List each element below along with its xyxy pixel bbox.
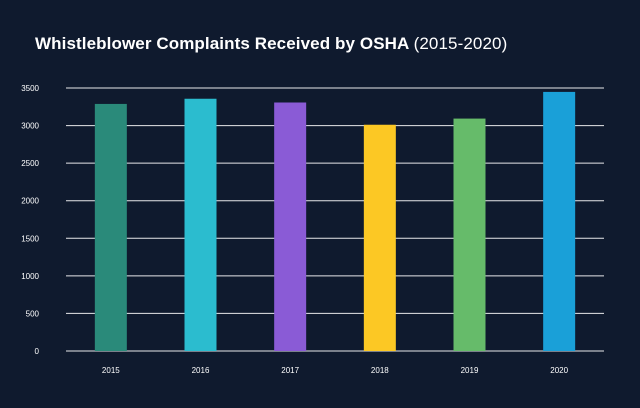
bar-2020 (543, 91, 576, 352)
y-tick-label: 2500 (21, 159, 39, 168)
chart-title-years: (2015-2020) (413, 34, 508, 53)
x-tick-label: 2018 (371, 366, 389, 375)
y-tick-label: 0 (35, 347, 40, 356)
bar-2017 (274, 102, 307, 352)
x-tick-label: 2017 (281, 366, 299, 375)
y-tick-label: 1000 (21, 272, 39, 281)
x-tick-label: 2019 (461, 366, 479, 375)
x-tick-label: 2016 (192, 366, 210, 375)
y-tick-label: 1500 (21, 234, 39, 243)
y-tick-label: 3000 (21, 122, 39, 131)
chart-title-main: Whistleblower Complaints Received by OSH… (35, 34, 409, 53)
chart-title: Whistleblower Complaints Received by OSH… (35, 34, 507, 54)
bar-2018 (363, 124, 396, 351)
x-tick-label: 2020 (550, 366, 568, 375)
bar-2016 (184, 98, 217, 352)
y-tick-label: 500 (26, 309, 40, 318)
x-tick-label: 2015 (102, 366, 120, 375)
bar-2019 (453, 118, 486, 351)
y-tick-label: 2000 (21, 197, 39, 206)
bar-2015 (94, 103, 127, 351)
y-tick-label: 3500 (21, 84, 39, 93)
